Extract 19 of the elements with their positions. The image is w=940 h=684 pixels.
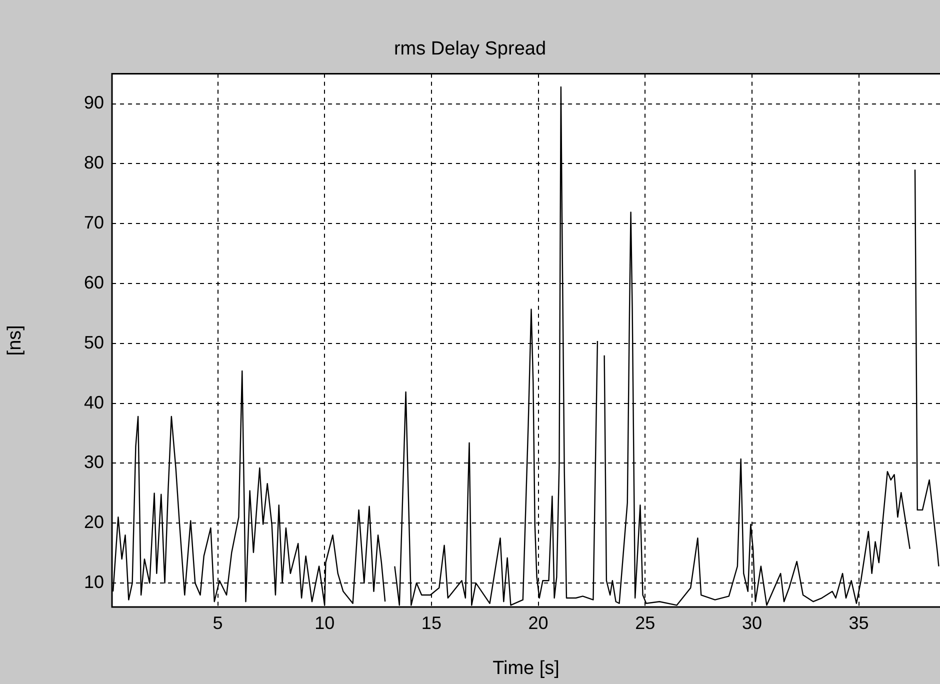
x-tick-label: 15 — [421, 612, 442, 633]
y-tick-label: 30 — [84, 452, 104, 472]
y-axis-title: [ns] — [4, 325, 26, 356]
x-tick-label: 30 — [742, 612, 762, 633]
x-tick-label: 35 — [848, 612, 869, 633]
y-tick-label: 90 — [84, 92, 104, 113]
x-tick-label: 25 — [635, 612, 656, 633]
y-tick-label: 40 — [84, 392, 104, 412]
x-axis-title: Time [s] — [492, 658, 560, 679]
y-tick-label: 80 — [84, 152, 104, 173]
chart-title: rms Delay Spread — [394, 38, 546, 60]
x-tick-label: 10 — [314, 612, 335, 633]
y-tick-label: 10 — [84, 572, 104, 592]
y-tick-label: 60 — [84, 272, 104, 292]
y-tick-label: 50 — [84, 332, 104, 352]
x-tick-label: 5 — [212, 612, 223, 633]
y-tick-label: 20 — [84, 512, 104, 532]
x-tick-label: 20 — [528, 612, 548, 633]
y-tick-label: 70 — [84, 212, 104, 233]
